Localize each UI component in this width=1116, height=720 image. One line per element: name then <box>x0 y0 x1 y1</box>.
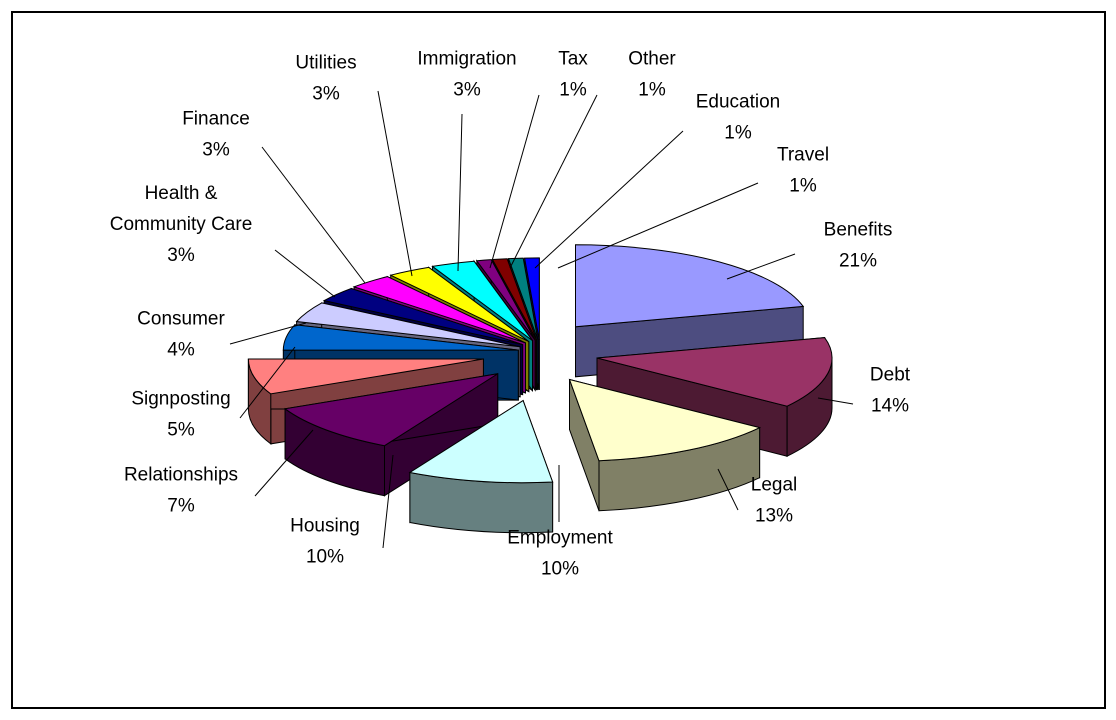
leader-line-travel <box>557 182 759 269</box>
data-label-signposting: Signposting 5% <box>131 389 230 441</box>
leader-line-housing <box>382 454 394 549</box>
pie-slice-employment <box>408 399 554 534</box>
data-label-tax: Tax 1% <box>558 49 588 101</box>
data-label-employment: Employment 10% <box>507 528 613 580</box>
leader-line-education <box>534 130 684 269</box>
leader-line-consumer <box>229 322 307 345</box>
data-label-health-community-care: Health & Community Care 3% <box>110 183 253 266</box>
leader-line-tax <box>489 94 540 269</box>
leader-line-immigration <box>457 113 463 272</box>
chart-frame <box>11 11 1106 709</box>
leader-line-health-community-care <box>274 249 336 298</box>
leader-line-utilities <box>377 90 413 277</box>
data-label-debt: Debt 14% <box>870 365 911 417</box>
pie-slice-debt <box>596 337 833 457</box>
data-label-finance: Finance 3% <box>182 109 250 161</box>
leader-line-debt <box>817 397 854 405</box>
data-label-immigration: Immigration 3% <box>417 49 516 101</box>
leader-line-signposting <box>239 346 296 419</box>
pie-slice-housing <box>283 372 499 497</box>
data-label-travel: Travel 1% <box>777 145 829 197</box>
leader-line-other <box>509 94 598 269</box>
data-label-other: Other 1% <box>628 49 676 101</box>
data-label-education: Education 1% <box>696 92 781 144</box>
data-label-consumer: Consumer 4% <box>137 309 225 361</box>
data-label-utilities: Utilities 3% <box>295 53 356 105</box>
leader-line-benefits <box>726 253 796 280</box>
pie-slice-legal <box>568 378 762 512</box>
data-label-legal: Legal 13% <box>751 475 798 527</box>
leader-line-finance <box>261 146 366 284</box>
leader-line-relationships <box>254 429 314 497</box>
data-label-housing: Housing 10% <box>290 516 360 568</box>
leader-line-legal <box>717 468 739 511</box>
data-label-benefits: Benefits 21% <box>824 220 893 272</box>
data-label-relationships: Relationships 7% <box>124 465 238 517</box>
